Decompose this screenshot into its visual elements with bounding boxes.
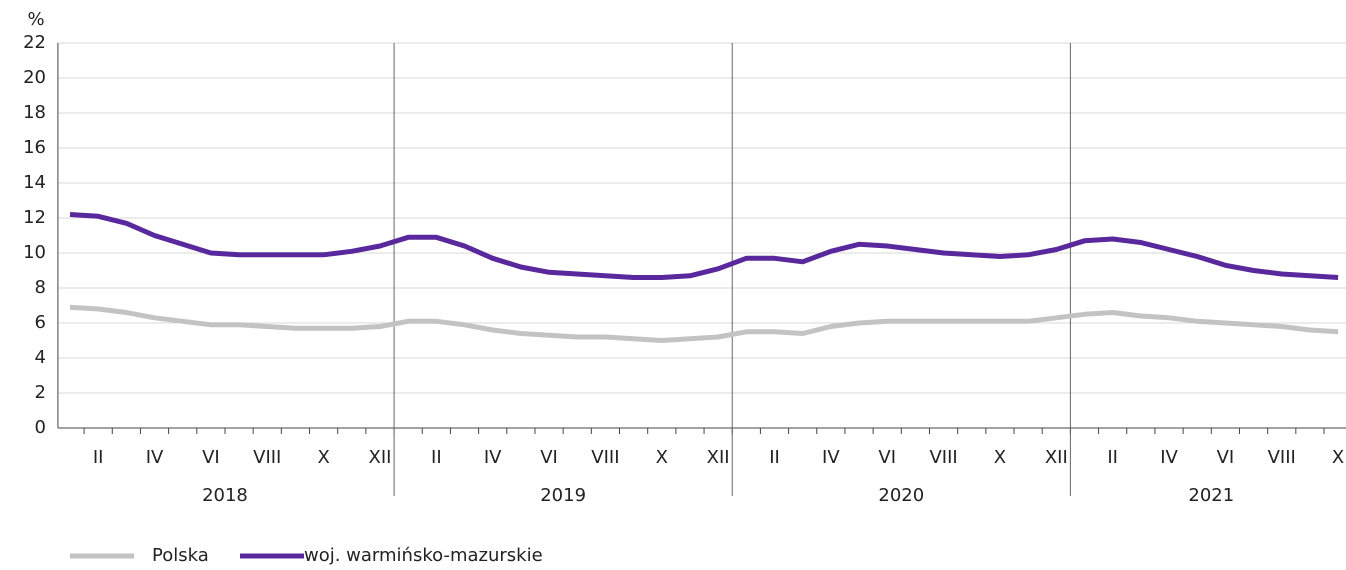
series-line [69, 212, 1339, 280]
x-tick-label: XII [707, 447, 730, 468]
x-tick-label: VI [878, 447, 896, 468]
x-tick-label: X [656, 447, 668, 468]
series-line [69, 304, 1339, 343]
y-tick-label: 14 [23, 172, 46, 193]
y-tick-label: 0 [35, 417, 46, 438]
y-tick-label: 10 [23, 242, 46, 263]
y-tick-label: 2 [35, 382, 46, 403]
x-tick-label: IV [1160, 447, 1178, 468]
x-tick-label: II [93, 447, 104, 468]
x-tick-label: VIII [929, 447, 957, 468]
x-tick-label: II [1107, 447, 1118, 468]
x-tick-label: VI [202, 447, 220, 468]
x-tick-label: VI [1217, 447, 1235, 468]
x-tick-label: VI [540, 447, 558, 468]
y-tick-label: 20 [23, 67, 46, 88]
y-tick-label: 22 [23, 32, 46, 53]
x-tick-label: X [317, 447, 329, 468]
y-axis-unit: % [27, 9, 44, 30]
x-tick-label: II [769, 447, 780, 468]
x-tick-label: X [1332, 447, 1344, 468]
y-tick-label: 6 [35, 312, 46, 333]
year-label: 2021 [1188, 485, 1234, 506]
year-label: 2019 [540, 485, 586, 506]
y-tick-label: 8 [35, 277, 46, 298]
x-tick-label: IV [146, 447, 164, 468]
x-tick-label: XII [1045, 447, 1068, 468]
x-tick-label: VIII [1268, 447, 1296, 468]
year-label: 2018 [202, 485, 248, 506]
y-tick-label: 16 [23, 137, 46, 158]
x-tick-label: VIII [253, 447, 281, 468]
x-tick-label: IV [822, 447, 840, 468]
x-tick-label: VIII [591, 447, 619, 468]
year-label: 2020 [878, 485, 924, 506]
x-tick-label: XII [369, 447, 392, 468]
y-tick-label: 18 [23, 102, 46, 123]
x-tick-label: II [431, 447, 442, 468]
legend-label: Polska [152, 545, 209, 566]
legend-label: woj. warmińsko-mazurskie [304, 545, 543, 566]
y-tick-label: 12 [23, 207, 46, 228]
x-tick-label: IV [484, 447, 502, 468]
y-tick-label: 4 [35, 347, 46, 368]
x-tick-label: X [994, 447, 1006, 468]
